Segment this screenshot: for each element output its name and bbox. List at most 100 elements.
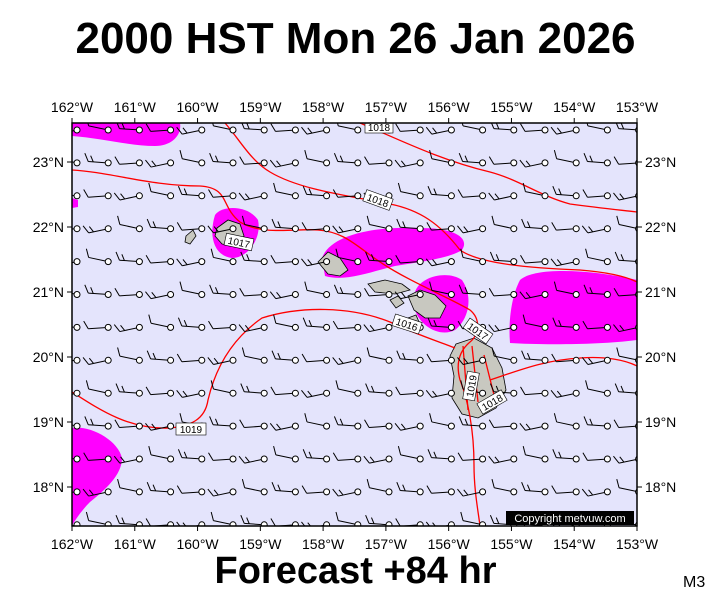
wind-barb — [113, 323, 143, 333]
isobar-label-text: 1019 — [465, 374, 480, 398]
wind-barb — [429, 413, 455, 430]
wind-barb — [273, 182, 299, 200]
wind-barb — [458, 284, 487, 298]
wind-barb — [176, 353, 206, 364]
wind-barb — [115, 123, 143, 134]
lat-label-right: 21°N — [645, 284, 676, 300]
lat-label-left: 20°N — [33, 349, 64, 365]
wind-barb — [72, 521, 81, 526]
wind-barb — [488, 419, 518, 430]
wind-barb — [425, 258, 455, 267]
isobar-label-1019-west: 1019 — [175, 422, 207, 436]
wind-barb — [488, 455, 518, 464]
lon-label-top: 154°W — [553, 99, 596, 115]
wind-barb — [488, 323, 518, 333]
wind-barb — [552, 185, 580, 200]
rain-area-east — [509, 270, 637, 345]
lon-label-bottom: 161°W — [114, 536, 157, 552]
wind-barb — [551, 222, 580, 233]
island-niihau — [184, 229, 197, 245]
wind-barb — [177, 185, 206, 200]
wind-barb — [302, 449, 331, 463]
wind-barb — [72, 421, 81, 430]
isobar-1018s — [489, 356, 637, 381]
wind-barb — [427, 317, 455, 331]
wind-barb — [522, 446, 549, 463]
lat-label-right: 19°N — [645, 414, 676, 430]
wind-barb — [363, 323, 393, 333]
wind-barb — [115, 251, 143, 266]
wind-barb — [269, 159, 299, 168]
wind-barb — [332, 225, 362, 234]
wind-barb — [145, 255, 175, 266]
wind-barb — [333, 284, 362, 298]
wind-barb — [238, 323, 268, 333]
wind-barb — [85, 511, 112, 526]
wind-barb — [270, 386, 299, 397]
wind-barb — [395, 255, 424, 266]
wind-barb — [364, 419, 393, 430]
wind-barb — [83, 189, 112, 200]
lat-label-left: 23°N — [33, 154, 64, 170]
wind-barb — [240, 251, 268, 266]
wind-barb — [522, 182, 549, 200]
wind-barb — [365, 383, 393, 397]
wind-barb — [72, 192, 81, 200]
wind-barb — [270, 255, 299, 266]
wind-barb — [551, 353, 580, 364]
lon-label-bottom: 157°W — [365, 536, 408, 552]
wind-barb — [332, 356, 362, 365]
wind-barb — [363, 455, 393, 464]
wind-barb — [581, 225, 611, 234]
wind-barb — [179, 281, 206, 298]
wind-barb — [239, 287, 268, 298]
wind-barb — [364, 287, 393, 298]
wind-barb — [208, 452, 237, 463]
wind-barb — [489, 383, 518, 397]
wind-barb — [117, 215, 143, 233]
island-lanai — [389, 295, 405, 309]
wind-barb — [491, 478, 518, 496]
wind-barb — [210, 380, 237, 397]
wind-barb — [177, 449, 206, 463]
wind-barb — [208, 189, 237, 200]
wind-barb — [82, 225, 112, 234]
wind-barb — [179, 149, 206, 167]
wind-barb — [364, 156, 393, 167]
wind-barb — [176, 126, 206, 135]
wind-barb — [365, 514, 393, 526]
wind-barb — [241, 215, 268, 233]
wind-barb — [426, 222, 455, 233]
wind-barb — [177, 317, 206, 331]
wind-barb — [426, 353, 455, 364]
wind-barb — [394, 422, 424, 431]
wind-barb — [301, 389, 331, 398]
wind-barb — [82, 356, 112, 365]
wind-barb — [460, 511, 487, 526]
wind-barb — [146, 350, 175, 364]
wind-barb — [146, 482, 175, 496]
map-frame — [71, 122, 638, 527]
wind-barb — [176, 258, 206, 267]
wind-barb — [397, 446, 424, 463]
lat-label-left: 22°N — [33, 219, 64, 235]
wind-barb — [582, 320, 611, 331]
wind-barb — [115, 514, 143, 526]
wind-barb — [520, 123, 549, 134]
wind-barb — [83, 320, 112, 331]
wind-barb — [521, 350, 549, 364]
wind-barb — [83, 452, 112, 463]
wind-barb — [240, 514, 268, 526]
lon-label-bottom: 156°W — [428, 536, 471, 552]
wind-barb — [207, 225, 237, 234]
wind-barb — [240, 383, 268, 397]
wind-barb — [333, 153, 362, 167]
wind-barb — [176, 485, 206, 496]
wind-barb — [145, 422, 175, 431]
wind-barb — [457, 452, 487, 463]
wind-barb — [240, 123, 268, 134]
wind-barb — [301, 222, 331, 233]
wind-barb — [148, 182, 175, 200]
wind-barb — [457, 225, 487, 234]
lat-label-left: 19°N — [33, 414, 64, 430]
